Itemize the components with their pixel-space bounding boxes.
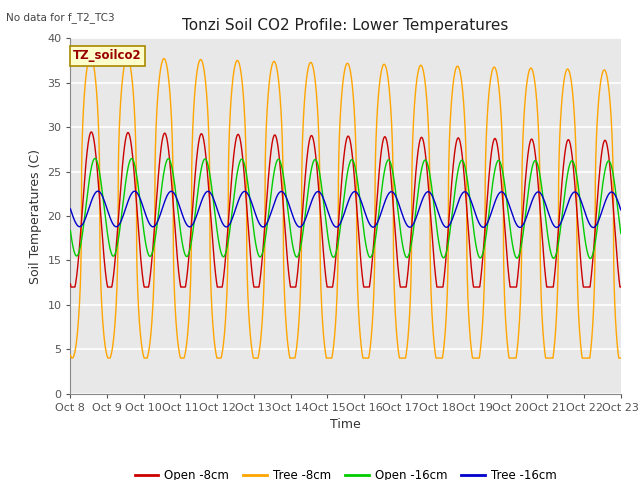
Title: Tonzi Soil CO2 Profile: Lower Temperatures: Tonzi Soil CO2 Profile: Lower Temperatur… xyxy=(182,18,509,33)
Legend: Open -8cm, Tree -8cm, Open -16cm, Tree -16cm: Open -8cm, Tree -8cm, Open -16cm, Tree -… xyxy=(130,465,561,480)
X-axis label: Time: Time xyxy=(330,418,361,431)
Text: TZ_soilco2: TZ_soilco2 xyxy=(73,49,142,62)
Text: No data for f_T2_TC3: No data for f_T2_TC3 xyxy=(6,12,115,23)
Y-axis label: Soil Temperatures (C): Soil Temperatures (C) xyxy=(29,148,42,284)
